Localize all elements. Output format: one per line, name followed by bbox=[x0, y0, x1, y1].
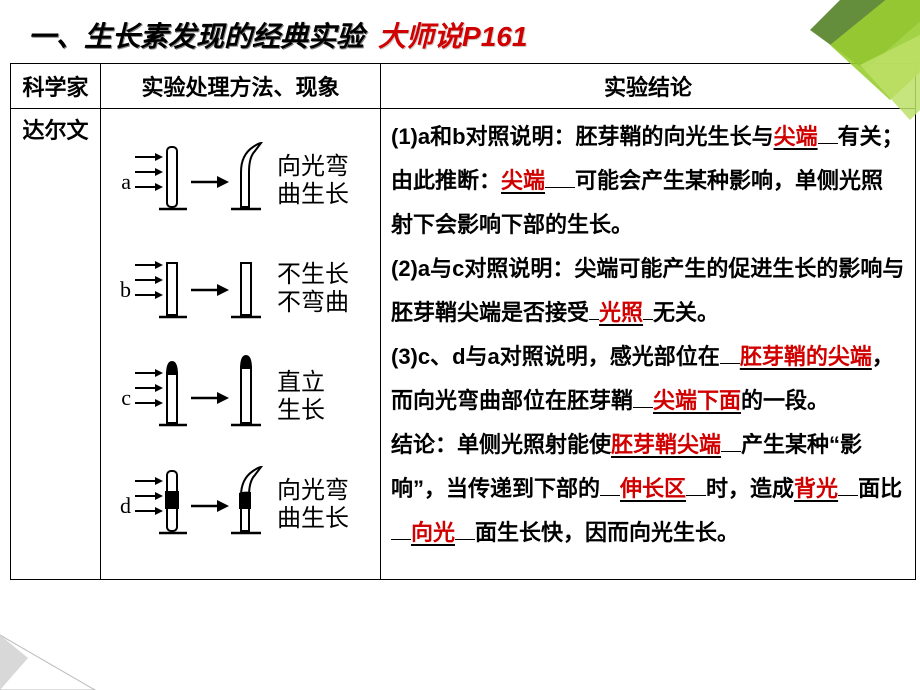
exp-a-result: 向光弯 曲生长 bbox=[277, 154, 349, 209]
exp-a-diagram bbox=[133, 137, 273, 227]
c-p4f: 面生长快，因而向光生长。 bbox=[475, 520, 739, 545]
c-p2b: 无关。 bbox=[653, 300, 719, 325]
header-scientist: 科学家 bbox=[11, 64, 101, 109]
c-p4d: 时，造成 bbox=[706, 476, 794, 501]
c-p3c: 的一段。 bbox=[741, 388, 829, 413]
experiment-a: a 向光弯 曲生长 bbox=[107, 137, 374, 227]
experiment-b: b 不生长 不弯曲 bbox=[107, 245, 374, 335]
c-p1a: (1)a和b对照说明：胚芽鞘的向光生长与 bbox=[391, 124, 774, 149]
title-main: 一、生长素发现的经典实验 bbox=[28, 15, 364, 55]
c-p4b: 单侧光照射能使 bbox=[457, 432, 611, 457]
c-p4-fill4: 向光 bbox=[411, 520, 455, 545]
exp-c-result: 直立 生长 bbox=[277, 370, 325, 425]
c-p3-fill1: 胚芽鞘的尖端 bbox=[740, 344, 872, 369]
c-p4a: 结论： bbox=[391, 432, 457, 457]
conclusion-cell: (1)a和b对照说明：胚芽鞘的向光生长与尖端有关；由此推断：尖端可能会产生某种影… bbox=[381, 109, 916, 580]
exp-b-result: 不生长 不弯曲 bbox=[277, 262, 349, 317]
exp-a-label: a bbox=[107, 169, 131, 195]
c-p1-fill2: 尖端 bbox=[501, 168, 545, 193]
exp-d-result: 向光弯 曲生长 bbox=[277, 478, 349, 533]
header-method: 实验处理方法、现象 bbox=[101, 64, 381, 109]
exp-c-diagram bbox=[133, 353, 273, 443]
exp-d-label: d bbox=[107, 493, 131, 519]
corner-leaf-decoration bbox=[770, 0, 920, 150]
scientist-cell: 达尔文 bbox=[11, 109, 101, 580]
c-p4e: 面比 bbox=[858, 476, 902, 501]
c-p4-fill1: 胚芽鞘尖端 bbox=[611, 432, 721, 457]
experiment-c: c 直立 生长 bbox=[107, 353, 374, 443]
c-p4-fill2: 伸长区 bbox=[620, 476, 686, 501]
method-cell: a 向光弯 曲生长 bbox=[101, 109, 381, 580]
exp-b-label: b bbox=[107, 277, 131, 303]
c-p2-fill1: 光照 bbox=[599, 300, 643, 325]
c-p3a: (3)c、d与a对照说明，感光部位在 bbox=[391, 344, 720, 369]
exp-d-diagram bbox=[133, 461, 273, 551]
c-p4-fill3: 背光 bbox=[794, 476, 838, 501]
title-sub: 大师说P161 bbox=[378, 15, 527, 55]
paper-fold-decoration bbox=[0, 620, 110, 690]
exp-b-diagram bbox=[133, 245, 273, 335]
c-p3-fill2: 尖端下面 bbox=[653, 388, 741, 413]
exp-c-label: c bbox=[107, 385, 131, 411]
experiment-d: d 向光弯 曲生长 bbox=[107, 461, 374, 551]
